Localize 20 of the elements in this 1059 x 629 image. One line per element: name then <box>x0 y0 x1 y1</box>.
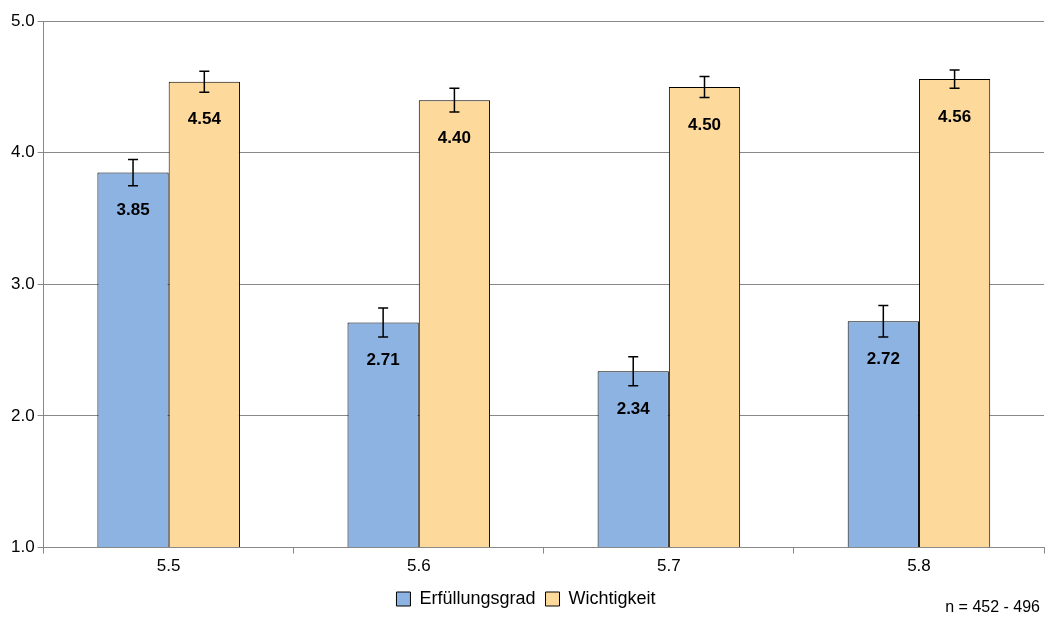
x-tick-label: 5.5 <box>156 556 181 576</box>
data-label: 4.54 <box>187 109 222 129</box>
data-label: 2.71 <box>366 350 400 370</box>
y-tick-label: 3.0 <box>10 274 35 294</box>
data-label: 2.72 <box>866 348 900 368</box>
y-tick-label: 2.0 <box>10 405 35 425</box>
y-tick-label: 5.0 <box>10 10 35 30</box>
y-tick-label: 1.0 <box>10 537 35 557</box>
text: n = 452 - 496 <box>945 598 1041 616</box>
data-label: 4.56 <box>938 106 972 126</box>
x-tick-label: 5.6 <box>406 556 431 576</box>
y-tick-label: 4.0 <box>10 142 35 162</box>
x-tick-label: 5.8 <box>907 556 931 576</box>
legend-label: Wichtigkeit <box>568 587 656 608</box>
data-label: 2.34 <box>616 398 651 418</box>
data-label: 4.50 <box>687 114 722 134</box>
data-label: 4.40 <box>437 127 471 147</box>
data-label: 3.85 <box>116 200 150 220</box>
x-tick-label: 5.7 <box>657 556 681 576</box>
legend-label: Erfüllungsgrad <box>419 587 536 608</box>
